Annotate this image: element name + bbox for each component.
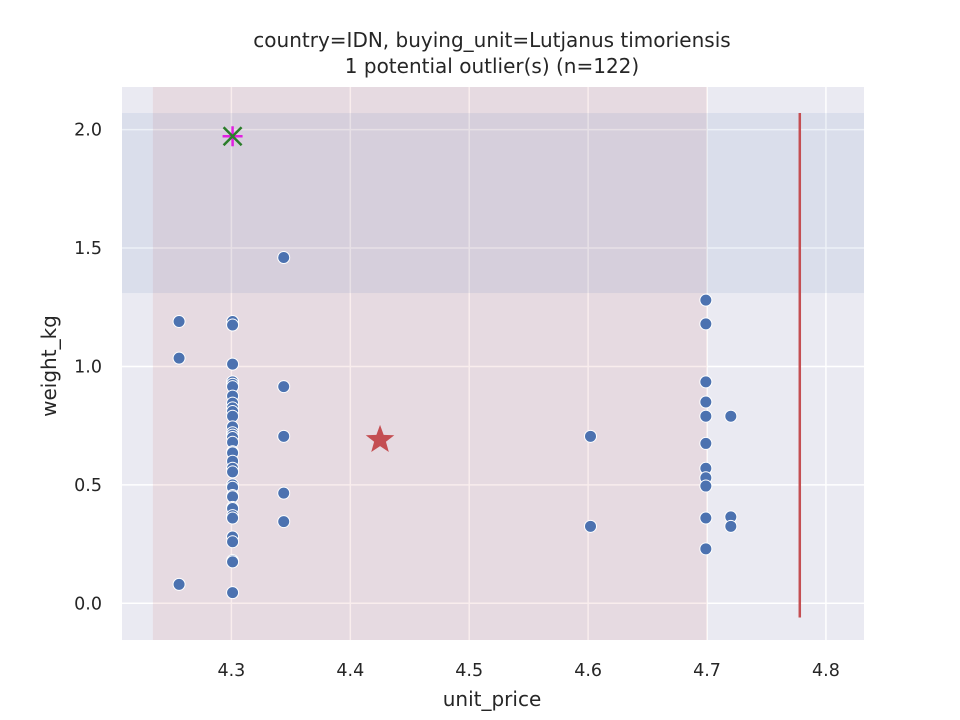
x-tick-label: 4.3: [217, 661, 245, 681]
data-point: [277, 380, 291, 394]
data-point: [699, 479, 713, 493]
data-point: [226, 535, 240, 549]
data-point: [699, 395, 713, 409]
x-tick-label: 4.7: [693, 661, 721, 681]
data-point: [277, 251, 291, 265]
x-range-band: [152, 87, 708, 640]
data-point: [699, 542, 713, 556]
outlier-marker: [222, 126, 243, 147]
chart-title: country=IDN, buying_unit=Lutjanus timori…: [253, 28, 730, 52]
data-point: [699, 436, 713, 450]
x-axis-ticks: 4.3 4.4 4.5 4.6 4.7 4.8: [217, 661, 839, 681]
x-axis-label: unit_price: [443, 687, 542, 711]
data-point: [699, 409, 713, 423]
y-tick-label: 0.5: [74, 476, 102, 496]
data-point: [172, 577, 186, 591]
data-point: [226, 318, 240, 332]
data-point: [277, 486, 291, 500]
y-tick-label: 1.5: [74, 239, 102, 259]
data-point: [724, 409, 738, 423]
x-tick-label: 4.6: [574, 661, 602, 681]
data-point: [277, 429, 291, 443]
y-tick-label: 2.0: [74, 121, 102, 141]
outlier-x-b: [222, 126, 243, 147]
data-point: [226, 465, 240, 479]
data-point: [584, 519, 598, 533]
data-point: [226, 586, 240, 600]
data-point: [699, 317, 713, 331]
data-point: [226, 555, 240, 569]
data-point: [226, 511, 240, 525]
data-point: [172, 351, 186, 365]
x-tick-label: 4.5: [455, 661, 483, 681]
data-point: [584, 429, 598, 443]
data-point: [699, 511, 713, 525]
y-axis-ticks: 0.0 0.5 1.0 1.5 2.0: [74, 121, 102, 615]
plot-area: [122, 87, 864, 640]
y-tick-label: 0.0: [74, 594, 102, 614]
data-point: [699, 375, 713, 389]
y-range-band: [122, 113, 864, 294]
x-tick-label: 4.8: [812, 661, 840, 681]
data-point: [172, 314, 186, 328]
y-tick-label: 1.0: [74, 357, 102, 377]
plot-background: [122, 87, 864, 640]
x-tick-label: 4.4: [336, 661, 364, 681]
data-point: [277, 515, 291, 529]
centroid-star: [365, 424, 395, 453]
y-axis-label: weight_kg: [37, 315, 61, 417]
data-point: [226, 357, 240, 371]
chart-subtitle: 1 potential outlier(s) (n=122): [345, 54, 639, 78]
data-point: [699, 293, 713, 307]
data-point: [724, 519, 738, 533]
